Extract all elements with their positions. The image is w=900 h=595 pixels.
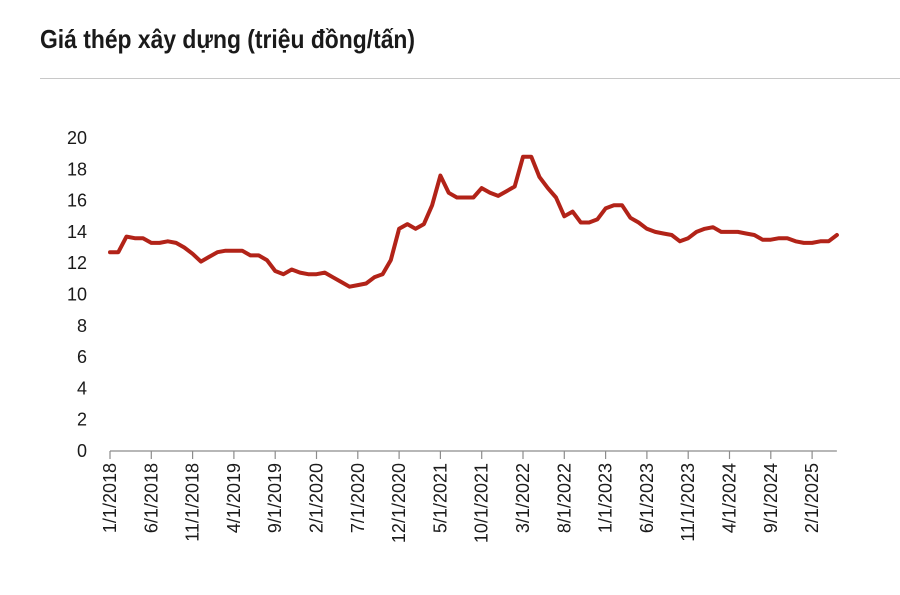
x-tick-label: 4/1/2024 [720, 463, 740, 533]
x-tick-label: 11/1/2023 [678, 463, 698, 542]
y-tick-label-4: 4 [77, 378, 87, 398]
y-tick-label-6: 6 [77, 347, 87, 367]
x-tick-label: 2/1/2020 [307, 463, 327, 533]
x-tick-label: 9/1/2024 [761, 463, 781, 533]
x-tick-label: 5/1/2021 [430, 463, 450, 533]
y-tick-label-20: 20 [67, 128, 87, 148]
title-divider [40, 78, 900, 79]
x-tick-label: 1/1/2023 [596, 463, 616, 533]
x-tick-label: 7/1/2020 [348, 463, 368, 533]
x-axis [109, 450, 837, 459]
y-tick-label-0: 0 [77, 441, 87, 461]
y-tick-label-10: 10 [67, 285, 87, 305]
x-tick-label: 6/1/2018 [141, 463, 161, 533]
x-tick-label: 9/1/2019 [265, 463, 285, 533]
y-tick-label-16: 16 [67, 191, 87, 211]
x-tick-label: 12/1/2020 [389, 463, 409, 543]
y-tick-label-12: 12 [67, 253, 87, 273]
x-tick-label: 6/1/2023 [637, 463, 657, 533]
y-axis-tick-labels: 0 2 4 6 8 10 12 14 16 18 20 [67, 128, 87, 461]
x-tick-label: 4/1/2019 [224, 463, 244, 533]
y-tick-label-18: 18 [67, 159, 87, 179]
chart-title: Giá thép xây dựng (triệu đồng/tấn) [40, 24, 416, 54]
x-tick-label: 1/1/2018 [100, 463, 120, 533]
x-tick-label: 3/1/2022 [513, 463, 533, 533]
y-tick-label-8: 8 [77, 316, 87, 336]
x-tick-label: 11/1/2018 [183, 463, 203, 542]
x-tick-label: 8/1/2022 [554, 463, 574, 533]
y-tick-label-2: 2 [77, 410, 87, 430]
x-axis-tick-labels: 1/1/2018 6/1/2018 11/1/2018 4/1/2019 9/1/201… [100, 463, 822, 543]
y-tick-label-14: 14 [67, 222, 87, 242]
x-tick-label: 10/1/2021 [472, 463, 492, 543]
x-tick-label: 2/1/2025 [802, 463, 822, 533]
steel-price-series-line [108, 154, 839, 289]
